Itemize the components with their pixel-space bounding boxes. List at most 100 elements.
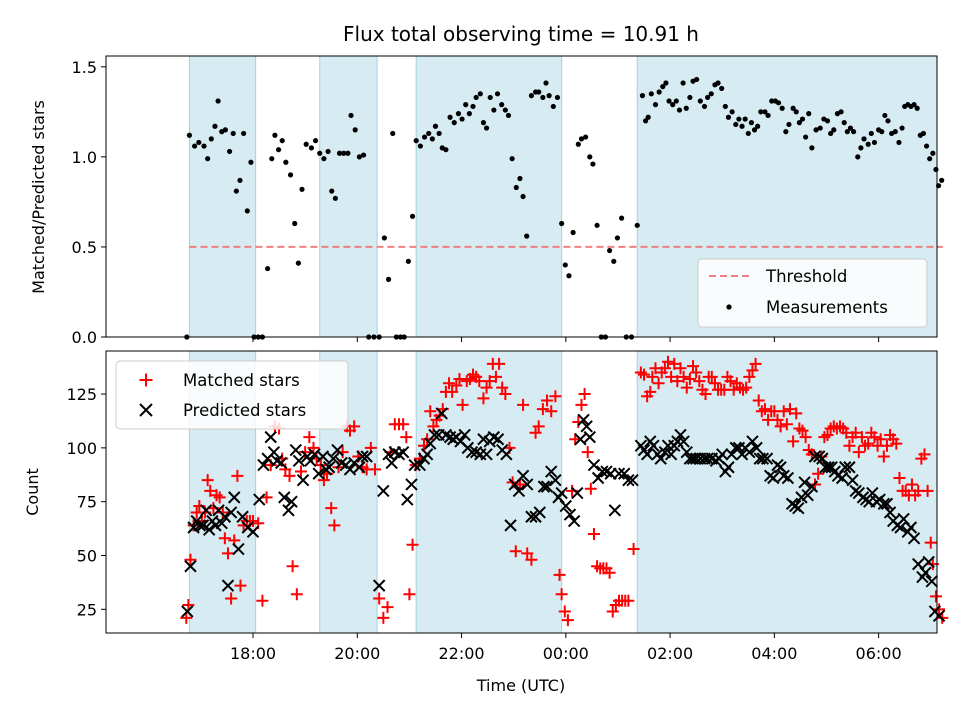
matched-star-point	[377, 611, 390, 624]
predicted-star-point	[413, 458, 427, 472]
measurement-point	[426, 130, 432, 137]
matched-star-point	[677, 370, 690, 383]
measurement-point	[230, 130, 236, 137]
measurement-point	[933, 166, 939, 173]
matched-star-point	[877, 450, 890, 463]
matched-star-point	[752, 394, 765, 407]
y-tick-label: 50	[77, 547, 97, 566]
measurement-point	[790, 105, 796, 111]
predicted-star-point	[327, 452, 340, 465]
ratio-x-ticks	[252, 337, 880, 342]
predicted-star-point	[587, 458, 601, 472]
measurement-point	[885, 118, 891, 124]
measurement-point	[570, 229, 576, 236]
measurement-point	[639, 93, 646, 99]
predicted-star-point	[617, 467, 631, 480]
measurement-point	[409, 213, 416, 219]
matched-star-point	[221, 547, 234, 560]
measurement-point	[332, 195, 338, 201]
x-tick-label: 22:00	[438, 644, 484, 663]
measurement-point	[356, 154, 362, 160]
x-tick-label: 20:00	[334, 644, 380, 663]
measurement-point	[559, 220, 565, 227]
predicted-star-point	[356, 450, 369, 463]
matched-star-point	[317, 474, 330, 487]
matched-star-point	[890, 437, 903, 450]
predicted-star-point	[405, 478, 418, 491]
predicted-star-point	[805, 480, 819, 493]
measurement-point	[578, 136, 585, 142]
measurement-point	[614, 235, 621, 241]
measurement-point	[858, 145, 864, 151]
count-points-layer	[180, 355, 949, 627]
predicted-star-point	[360, 450, 373, 463]
measurement-point	[536, 89, 542, 95]
predicted-legend-swatch	[139, 403, 153, 417]
predicted-star-point	[563, 508, 577, 521]
measurement-point	[509, 156, 515, 162]
measurement-point	[809, 145, 815, 151]
matched-star-point	[369, 463, 382, 476]
measurement-point	[783, 129, 789, 135]
predicted-star-point	[760, 452, 774, 465]
predicted-star-point	[664, 448, 678, 461]
measurement-point	[758, 109, 764, 115]
matched-star-point	[724, 375, 737, 388]
predicted-star-point	[316, 450, 330, 463]
count-x-ticks: 18:00 20:00 22:00 00:00 02:00 04:00 06:00	[230, 633, 902, 663]
matched-star-point	[668, 357, 681, 370]
matched-star-point	[693, 375, 706, 388]
matched-star-point	[749, 357, 762, 370]
matched-star-point	[529, 426, 542, 439]
predicted-star-point	[257, 458, 270, 472]
predicted-star-point	[304, 454, 317, 467]
measurement-point	[226, 148, 233, 155]
predicted-star-point	[264, 430, 277, 444]
predicted-star-point	[500, 448, 513, 461]
matched-star-point	[746, 364, 759, 377]
matched-star-point	[918, 448, 931, 461]
measurement-point	[543, 80, 549, 86]
predicted-star-point	[253, 493, 266, 506]
matched-star-point	[303, 431, 316, 444]
measurement-point	[583, 134, 589, 140]
measurement-point	[729, 109, 735, 115]
matched-star-point	[231, 469, 244, 482]
measurement-point	[237, 177, 243, 183]
matched-star-point	[256, 594, 269, 607]
predicted-star-point	[218, 510, 232, 523]
measurement-point	[871, 139, 878, 146]
predicted-star-point	[808, 450, 822, 463]
matched-star-point	[283, 469, 296, 482]
measurement-point	[705, 94, 711, 101]
measurement-point	[341, 150, 347, 156]
y-tick-label: 1.0	[72, 148, 97, 167]
ratio-legend-box	[697, 258, 928, 328]
matched-star-point	[279, 463, 292, 476]
measurement-point	[550, 103, 556, 110]
measurement-point	[930, 150, 936, 156]
matched-star-point	[406, 538, 419, 551]
observing-window-band	[319, 55, 378, 338]
matched-star-point	[868, 431, 881, 444]
matched-star-point	[307, 441, 320, 454]
predicted-star-point	[883, 506, 897, 519]
measurement-point	[566, 273, 572, 279]
measurement-point	[451, 120, 457, 126]
predicted-star-point	[622, 473, 635, 487]
matched-star-point	[758, 403, 771, 416]
measurement-point	[648, 91, 654, 97]
count-legend-box	[115, 360, 349, 430]
measurement-point	[656, 89, 662, 95]
matched-star-point	[821, 428, 834, 441]
predicted-star-point	[932, 609, 946, 622]
measurement-point	[733, 121, 739, 128]
predicted-star-point	[647, 439, 660, 452]
measurement-point	[618, 215, 625, 221]
matched-legend-label: Matched stars	[183, 371, 300, 390]
y-tick-label: 25	[77, 600, 97, 619]
measurement-point	[505, 112, 512, 119]
predicted-star-point	[735, 448, 749, 461]
measurement-point	[715, 80, 721, 86]
matched-star-point	[683, 372, 696, 385]
